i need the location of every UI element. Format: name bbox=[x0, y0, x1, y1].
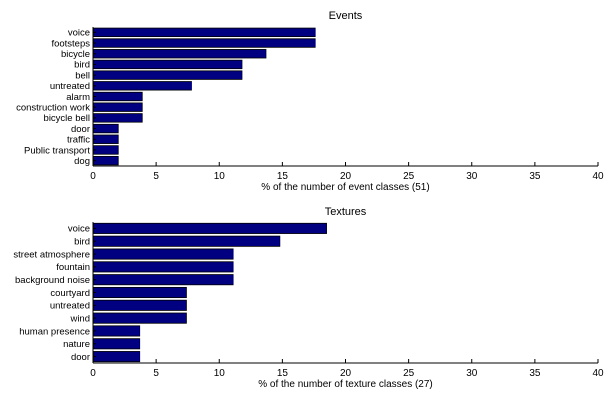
chart-1-category-label: door bbox=[71, 124, 90, 135]
chart-1-category-label: bell bbox=[75, 70, 90, 81]
chart-1-category-label: alarm bbox=[66, 92, 90, 103]
chart-1-category-label: Public transport bbox=[24, 145, 90, 156]
chart-2-category-label: wind bbox=[69, 313, 90, 324]
chart-1-x-tick-label: 10 bbox=[214, 171, 226, 182]
chart-2-category-label: door bbox=[71, 352, 90, 363]
chart-1-bar-13 bbox=[93, 156, 118, 165]
chart-2-bar-5 bbox=[93, 275, 233, 285]
chart-2-bar-1 bbox=[93, 223, 327, 233]
chart-1-category-label: footsteps bbox=[51, 38, 90, 49]
chart-2-bar-6 bbox=[93, 287, 186, 297]
chart-1-category-label: bicycle bell bbox=[44, 113, 90, 124]
chart-2-x-axis-label: % of the number of texture classes (27) bbox=[258, 379, 433, 390]
chart-1-category-label: bicycle bbox=[61, 49, 90, 60]
chart-2-bar-11 bbox=[93, 351, 140, 361]
chart-2-x-tick-label: 5 bbox=[153, 368, 159, 379]
chart-2-x-tick-label: 15 bbox=[277, 368, 289, 379]
chart-1-category-label: dog bbox=[74, 156, 90, 167]
chart-1-bar-7 bbox=[93, 92, 142, 101]
chart-2-x-tick-label: 30 bbox=[466, 368, 478, 379]
chart-2-category-label: street atmosphere bbox=[13, 249, 90, 260]
chart-2-bar-8 bbox=[93, 313, 186, 323]
chart-2-category-label: background noise bbox=[15, 275, 90, 286]
chart-2-x-tick-label: 35 bbox=[529, 368, 541, 379]
chart-1-bar-3 bbox=[93, 49, 266, 58]
chart-1-x-tick-label: 15 bbox=[277, 171, 289, 182]
chart-1-x-tick-label: 25 bbox=[403, 171, 415, 182]
chart-2-x-tick-label: 20 bbox=[340, 368, 352, 379]
chart-1-bar-6 bbox=[93, 82, 191, 91]
chart-1-category-label: voice bbox=[68, 28, 90, 39]
chart-1-bar-10 bbox=[93, 124, 118, 133]
chart-2-x-tick-label: 40 bbox=[592, 368, 604, 379]
chart-1-x-axis-label: % of the number of event classes (51) bbox=[261, 182, 429, 193]
chart-1-category-label: untreated bbox=[50, 81, 90, 92]
chart-2-category-label: untreated bbox=[50, 301, 90, 312]
chart-1-bar-12 bbox=[93, 146, 118, 155]
chart-1-category-label: traffic bbox=[67, 135, 90, 146]
chart-2-bar-9 bbox=[93, 326, 140, 336]
chart-1-category-label: bird bbox=[74, 60, 90, 71]
chart-2-category-label: human presence bbox=[19, 326, 90, 337]
chart-1-category-label: construction work bbox=[16, 102, 90, 113]
chart-2-bar-10 bbox=[93, 339, 140, 349]
chart-2-x-tick-label: 25 bbox=[403, 368, 415, 379]
chart-1-x-tick-label: 20 bbox=[340, 171, 352, 182]
chart-2-category-label: courtyard bbox=[50, 288, 90, 299]
chart-1-bar-1 bbox=[93, 28, 315, 37]
chart-2-x-tick-label: 0 bbox=[90, 368, 96, 379]
chart-2-bar-2 bbox=[93, 236, 280, 246]
chart-1-bar-5 bbox=[93, 71, 242, 80]
chart-1-x-tick-label: 40 bbox=[592, 171, 604, 182]
chart-1-x-tick-label: 5 bbox=[153, 171, 159, 182]
chart-2-category-label: nature bbox=[63, 339, 90, 350]
chart-1-title: Events bbox=[329, 10, 363, 22]
chart-2-bar-4 bbox=[93, 262, 233, 272]
chart-2-category-label: voice bbox=[68, 224, 90, 235]
chart-1-bar-4 bbox=[93, 60, 242, 69]
chart-2-bar-3 bbox=[93, 249, 233, 259]
chart-2-bar-7 bbox=[93, 300, 186, 310]
chart-2-category-label: bird bbox=[74, 237, 90, 248]
chart-2-title: Textures bbox=[325, 206, 367, 218]
chart-1-bar-9 bbox=[93, 114, 142, 123]
chart-1-x-tick-label: 30 bbox=[466, 171, 478, 182]
chart-2-category-label: fountain bbox=[56, 262, 90, 273]
chart-1-x-tick-label: 0 bbox=[90, 171, 96, 182]
chart-1-bar-2 bbox=[93, 39, 315, 48]
chart-2-x-tick-label: 10 bbox=[214, 368, 226, 379]
chart-1-bar-8 bbox=[93, 103, 142, 112]
chart-1-bar-11 bbox=[93, 135, 118, 144]
chart-1-x-tick-label: 35 bbox=[529, 171, 541, 182]
